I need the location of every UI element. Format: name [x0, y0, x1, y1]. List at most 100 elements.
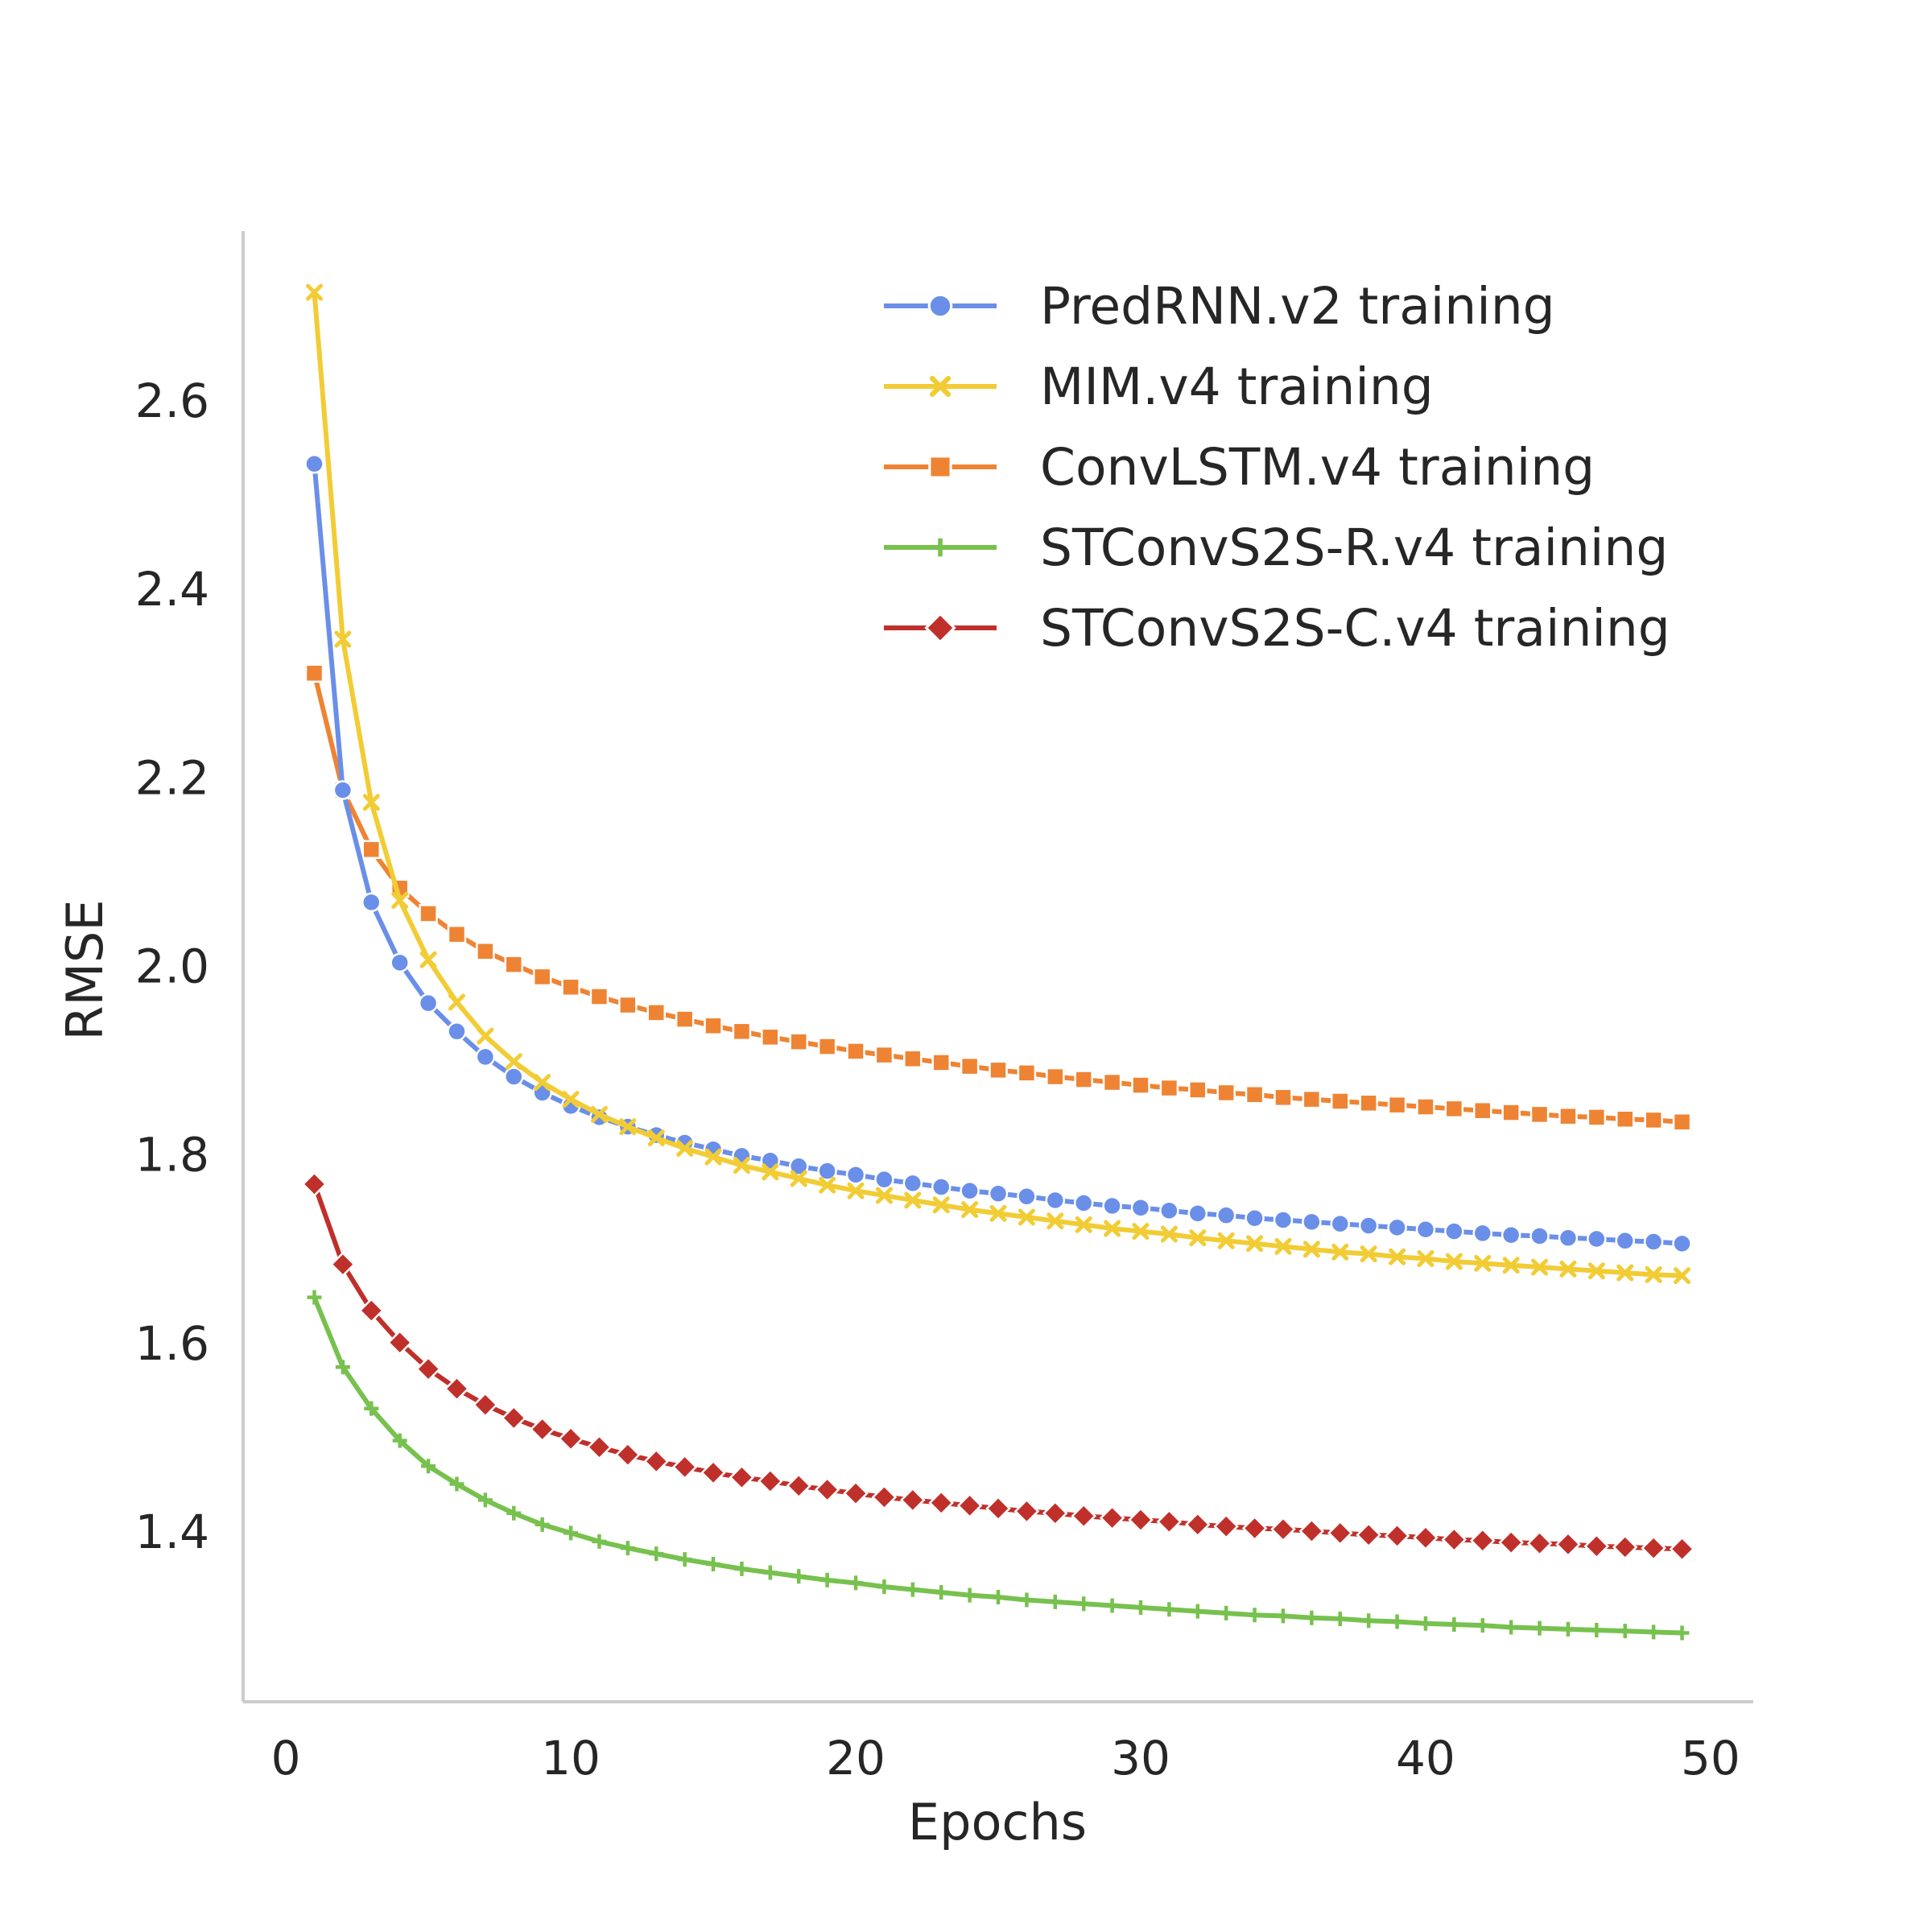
- data-point: [1162, 1602, 1177, 1617]
- data-point: [444, 1376, 470, 1402]
- data-point: [1160, 1225, 1178, 1243]
- data-point: [788, 1156, 809, 1177]
- data-point: [928, 1490, 954, 1516]
- data-point: [902, 1173, 923, 1194]
- legend-label: MIM.v4 training: [1040, 357, 1434, 416]
- data-point: [874, 1169, 894, 1190]
- data-point: [1531, 1258, 1549, 1276]
- data-point: [561, 977, 580, 997]
- data-point: [1189, 1229, 1207, 1247]
- data-point: [1672, 1112, 1692, 1132]
- data-point: [1416, 1097, 1435, 1117]
- data-point: [590, 1105, 608, 1123]
- data-point: [988, 1183, 1009, 1203]
- data-point: [1643, 1232, 1664, 1252]
- data-point: [1389, 1248, 1406, 1265]
- data-point: [961, 1201, 979, 1219]
- data-point: [960, 1180, 980, 1201]
- data-point: [1418, 1616, 1433, 1631]
- data-point: [1560, 1621, 1575, 1637]
- data-point: [1102, 1072, 1122, 1092]
- data-point: [1302, 1241, 1320, 1258]
- data-point: [589, 987, 609, 1006]
- data-point: [956, 1492, 983, 1519]
- data-point: [1304, 1610, 1319, 1625]
- legend-item: STConvS2S-C.v4 training: [884, 599, 1670, 658]
- data-point: [1474, 1254, 1492, 1272]
- series-line: [312, 1294, 1685, 1636]
- data-point: [1441, 1526, 1468, 1553]
- legend-item: ConvLSTM.v4 training: [884, 438, 1595, 497]
- data-point: [729, 1464, 755, 1491]
- data-point: [564, 1525, 579, 1541]
- data-point: [1358, 1216, 1379, 1236]
- data-point: [706, 1557, 721, 1572]
- data-point: [1532, 1620, 1547, 1636]
- data-point: [1389, 1614, 1405, 1629]
- x-tick-labels: 0 10 20 30 40 50: [271, 1731, 1740, 1785]
- data-point: [1073, 1193, 1094, 1213]
- data-point: [904, 1191, 922, 1209]
- data-point: [421, 1459, 436, 1474]
- data-point: [1185, 1512, 1211, 1538]
- data-point: [1384, 1523, 1410, 1549]
- data-point: [1641, 1535, 1666, 1561]
- data-point: [501, 1405, 527, 1431]
- axes: [242, 231, 1753, 1703]
- data-point: [962, 1587, 977, 1603]
- data-point: [1042, 1501, 1068, 1526]
- series-line: [312, 461, 1685, 1246]
- data-point: [1498, 1530, 1524, 1555]
- data-point: [477, 1027, 494, 1045]
- data-point: [1360, 1245, 1377, 1263]
- data-point: [1330, 1213, 1351, 1234]
- data-point: [704, 1016, 723, 1036]
- data-point: [675, 1009, 695, 1029]
- data-point: [304, 454, 324, 474]
- data-point: [532, 967, 552, 987]
- data-point: [1589, 1622, 1604, 1637]
- data-point: [1018, 1208, 1035, 1226]
- data-point: [1219, 1605, 1234, 1620]
- y-tick-label: 2.4: [135, 562, 209, 617]
- data-point: [586, 1435, 613, 1460]
- data-point: [1415, 1220, 1436, 1240]
- data-point: [900, 1487, 926, 1513]
- data-point: [874, 1045, 894, 1065]
- data-point: [304, 663, 324, 683]
- series-plus: [307, 1290, 1690, 1641]
- data-point: [301, 1171, 328, 1197]
- data-point: [762, 1163, 779, 1181]
- data-point: [1017, 1063, 1037, 1083]
- data-point: [1245, 1208, 1265, 1228]
- x-tick-label: 30: [1111, 1731, 1170, 1785]
- data-point: [335, 1360, 350, 1375]
- data-point: [362, 794, 380, 811]
- data-point: [1559, 1260, 1577, 1278]
- data-point: [790, 1170, 807, 1187]
- data-point: [1526, 1530, 1553, 1557]
- data-point: [931, 1053, 951, 1072]
- data-point: [1159, 1200, 1179, 1221]
- data-point: [989, 1060, 1008, 1080]
- data-point: [1216, 1083, 1236, 1103]
- series-layer: [301, 283, 1695, 1641]
- data-point: [1246, 1235, 1264, 1253]
- legend-label: PredRNN.v2 training: [1040, 277, 1555, 336]
- x-tick-label: 50: [1681, 1731, 1740, 1785]
- data-point: [931, 1177, 952, 1197]
- y-tick-labels: 1.4 1.6 1.8 2.0 2.2 2.4 2.6: [135, 374, 209, 1559]
- data-point: [1669, 1536, 1695, 1563]
- data-point: [1444, 1099, 1464, 1119]
- data-point: [1017, 1187, 1037, 1207]
- data-point: [1188, 1080, 1208, 1100]
- data-point: [1501, 1225, 1521, 1245]
- data-point: [1270, 1516, 1296, 1542]
- legend-marker: [924, 612, 956, 644]
- data-point: [1217, 1232, 1235, 1249]
- data-point: [449, 1476, 464, 1492]
- data-point: [647, 1129, 665, 1147]
- x-axis-label: Epochs: [908, 1793, 1087, 1852]
- series-diamond: [301, 1171, 1695, 1563]
- data-point: [848, 1575, 864, 1591]
